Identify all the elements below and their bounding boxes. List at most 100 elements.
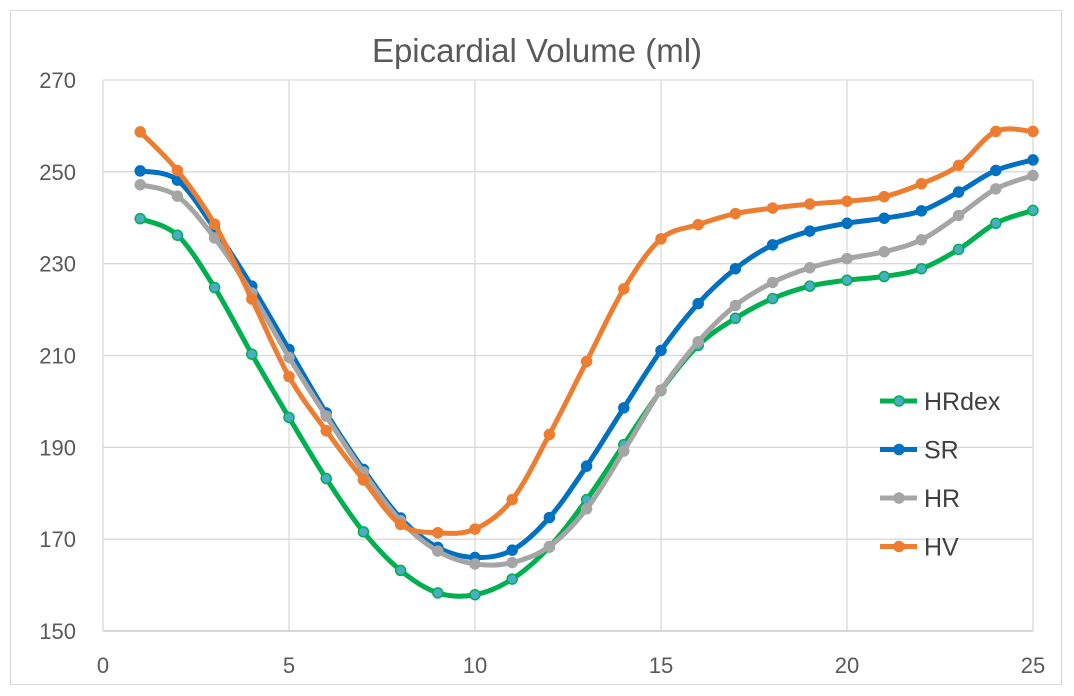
data-point-sr [1027, 154, 1039, 166]
x-tick-label: 5 [283, 653, 295, 678]
data-point-hrdex [952, 243, 965, 256]
data-point-sr [766, 239, 779, 251]
legend-swatch-marker [893, 492, 905, 504]
data-point-hr [1027, 169, 1039, 182]
data-point-hr [655, 384, 667, 396]
data-point-hv [804, 198, 816, 210]
data-point-hrdex [990, 217, 1002, 230]
data-point-sr [618, 402, 630, 414]
data-point-hv [878, 190, 890, 203]
data-point-hv [283, 370, 295, 383]
data-point-hv [432, 526, 444, 539]
data-point-hr [432, 545, 444, 557]
data-point-hr [990, 183, 1002, 195]
data-point-hr [618, 445, 630, 457]
data-point-sr [915, 205, 928, 217]
data-point-hr [320, 410, 332, 422]
data-point-sr [543, 511, 556, 524]
data-point-hr [729, 299, 742, 312]
data-point-hv [655, 233, 667, 245]
data-point-sr [841, 217, 853, 230]
legend-item-sr: SR [880, 437, 959, 465]
legend-item-hrdex: HRdex [880, 388, 1001, 416]
legend-label: SR [924, 437, 959, 465]
y-tick-label: 190 [39, 435, 76, 460]
legend-item-hv: HV [880, 534, 959, 562]
data-point-hrdex [357, 526, 370, 538]
data-point-hv [841, 195, 853, 207]
y-tick-label: 210 [39, 344, 76, 369]
data-point-hv [692, 218, 704, 231]
data-point-hv [394, 518, 407, 531]
data-point-hv [469, 523, 481, 535]
legend-item-hr: HR [880, 485, 960, 513]
x-tick-label: 20 [835, 653, 859, 678]
data-point-hrdex [283, 411, 295, 424]
data-point-hrdex [878, 270, 890, 283]
legend-swatch-marker [893, 540, 905, 553]
y-tick-label: 150 [39, 619, 76, 644]
data-point-hrdex [469, 588, 481, 601]
data-point-hrdex [804, 280, 816, 292]
legend: HRdex SR HR HV [880, 388, 1001, 562]
data-point-hrdex [506, 573, 518, 585]
data-point-sr [878, 212, 890, 224]
data-point-hr [915, 234, 928, 246]
data-point-hv [580, 355, 593, 368]
data-point-hv [357, 474, 370, 486]
data-point-hr [878, 245, 890, 258]
data-point-hr [841, 252, 853, 265]
axes: 150 170 190 210 230 250 270 0 5 10 15 20 25 [39, 68, 1045, 678]
data-point-hr [283, 351, 295, 364]
series-layer [134, 125, 1039, 601]
data-point-hv [618, 283, 630, 295]
data-point-hv [915, 178, 928, 190]
data-point-hrdex [394, 564, 407, 577]
data-point-hv [320, 425, 332, 437]
legend-label: HV [924, 534, 959, 562]
data-point-hv [506, 493, 518, 506]
data-point-hrdex [841, 274, 853, 286]
x-tick-label: 15 [649, 653, 673, 678]
data-point-hr [692, 335, 704, 348]
x-tick-label: 10 [463, 653, 487, 678]
data-point-hv [134, 126, 146, 138]
data-point-sr [729, 262, 742, 275]
legend-swatch-marker [893, 443, 905, 456]
data-point-hrdex [171, 229, 184, 241]
data-point-hr [506, 556, 518, 569]
data-point-sr [692, 297, 704, 310]
data-point-hrdex [766, 292, 779, 305]
data-point-hr [543, 540, 556, 553]
y-tick-label: 230 [39, 252, 76, 277]
data-point-sr [580, 460, 593, 472]
data-point-hrdex [729, 312, 742, 325]
data-point-hr [804, 262, 816, 274]
data-point-hv [1027, 125, 1039, 138]
x-tick-label: 25 [1021, 653, 1045, 678]
data-point-sr [134, 165, 146, 177]
data-point-hr [580, 503, 593, 515]
data-point-hv [208, 218, 221, 230]
data-point-hv [952, 159, 965, 172]
data-point-hv [990, 125, 1002, 138]
y-tick-label: 270 [39, 68, 76, 93]
data-point-hv [729, 207, 742, 220]
data-point-hrdex [246, 348, 258, 360]
data-point-hv [246, 293, 258, 305]
y-tick-label: 250 [39, 160, 76, 185]
data-point-hrdex [1027, 204, 1039, 217]
data-point-hr [134, 178, 146, 191]
data-point-hr [766, 276, 779, 289]
data-point-hrdex [134, 212, 146, 225]
data-point-sr [804, 225, 816, 237]
data-point-hrdex [320, 472, 332, 485]
data-point-hr [952, 209, 965, 222]
chart-border [10, 10, 1062, 685]
data-point-hv [171, 164, 184, 177]
y-tick-label: 170 [39, 527, 76, 552]
data-point-hv [766, 202, 779, 214]
data-point-hrdex [915, 262, 928, 275]
data-point-hr [469, 558, 481, 570]
